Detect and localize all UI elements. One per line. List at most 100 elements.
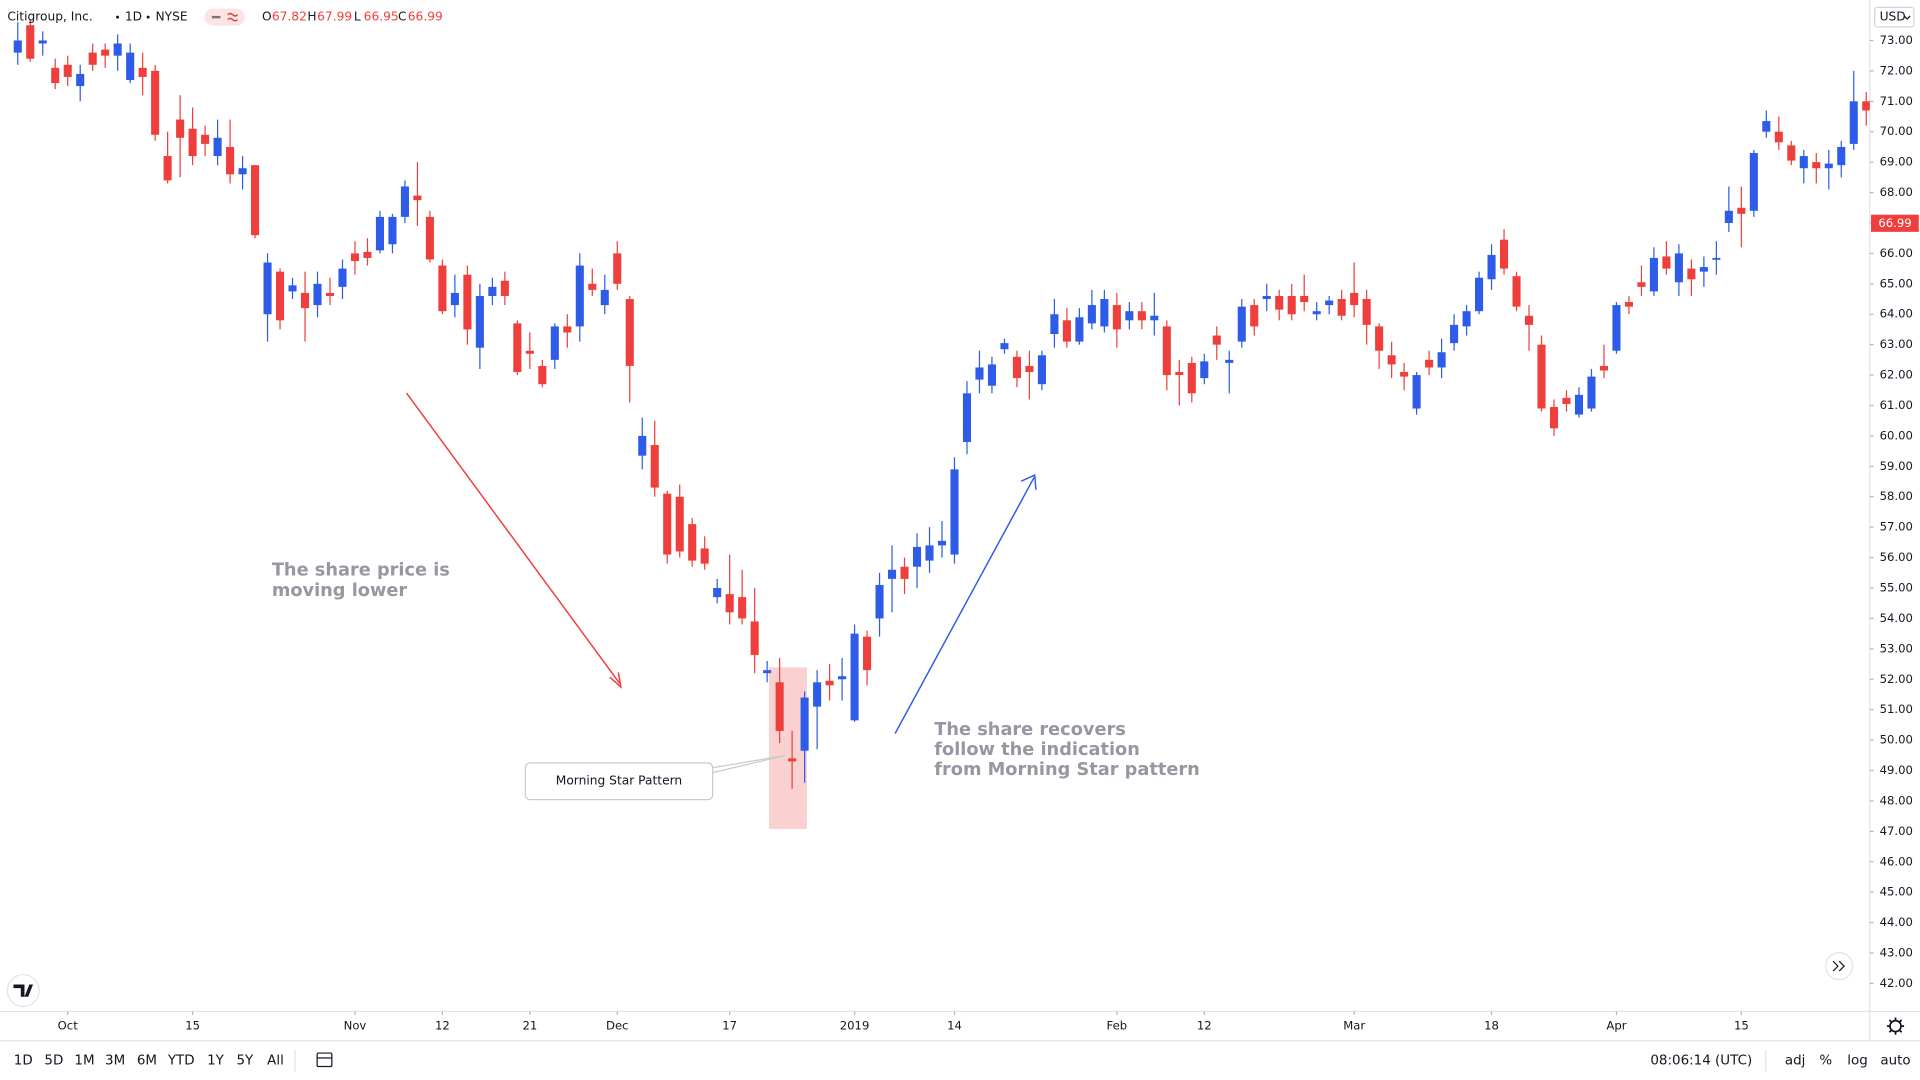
- settings-icon[interactable]: [1889, 1019, 1902, 1033]
- down-arrow: [405, 392, 621, 684]
- candle-body: [625, 299, 634, 366]
- candle-body: [475, 295, 484, 348]
- scroll-circle[interactable]: [1825, 952, 1854, 981]
- candle-body: [1125, 311, 1134, 321]
- candle-body: [1475, 277, 1484, 312]
- candle-body: [1025, 365, 1034, 373]
- scroll-icon: [1832, 960, 1845, 972]
- y-tick-label: 70.00: [1880, 124, 1913, 138]
- candle-body: [538, 365, 547, 385]
- last-price-tag: [1871, 214, 1919, 232]
- status-badge[interactable]: [204, 8, 245, 26]
- candle-body: [900, 566, 909, 579]
- candle-body: [600, 289, 609, 306]
- candle-body: [300, 292, 310, 309]
- candle-body: [550, 326, 559, 360]
- candle-body: [1362, 299, 1371, 325]
- option-button[interactable]: %: [1819, 1053, 1832, 1068]
- candle-body: [1225, 359, 1234, 363]
- y-tick-label: 73.00: [1880, 33, 1913, 47]
- scroll-button[interactable]: [1825, 952, 1854, 981]
- option-button[interactable]: log: [1847, 1053, 1868, 1068]
- candle-body: [1312, 311, 1321, 315]
- logo-mark: [13, 984, 34, 997]
- currency-label: USD: [1880, 10, 1906, 24]
- candle-body: [201, 134, 210, 144]
- callout-line: [712, 754, 786, 769]
- range-button[interactable]: YTD: [167, 1053, 195, 1068]
- candle-body: [975, 367, 984, 380]
- x-tick-label: Oct: [58, 1019, 79, 1033]
- candle-body: [1400, 372, 1409, 377]
- annotation-text: The share recovers: [934, 720, 1126, 740]
- range-button[interactable]: 5D: [44, 1053, 63, 1068]
- candle-body: [813, 682, 822, 707]
- candle-body: [1674, 253, 1683, 283]
- candle-body: [1799, 156, 1808, 169]
- candle-body: [425, 216, 434, 260]
- candle-body: [13, 40, 22, 53]
- candle-body: [1175, 372, 1184, 376]
- candle-body: [1062, 320, 1071, 342]
- y-tick-label: 47.00: [1880, 824, 1913, 838]
- candle-body: [1524, 315, 1534, 325]
- y-tick-label: 50.00: [1880, 733, 1913, 747]
- ohlc-label: C: [398, 10, 407, 24]
- candle-body: [400, 186, 409, 217]
- ohlc-value: 67.82: [272, 10, 307, 24]
- x-tick-label: Feb: [1107, 1019, 1128, 1033]
- range-button[interactable]: 1D: [14, 1053, 33, 1068]
- candle-body: [126, 52, 135, 81]
- y-tick-label: 65.00: [1880, 276, 1913, 290]
- candle-body: [588, 283, 597, 290]
- separator: [116, 15, 120, 19]
- range-button[interactable]: 1M: [74, 1053, 94, 1068]
- badge-icon: [227, 12, 239, 22]
- header: Citigroup, Inc. 1D NYSE: [7, 8, 245, 26]
- candle-body: [1350, 292, 1359, 306]
- candle-body: [76, 73, 85, 87]
- y-tick-label: 63.00: [1880, 337, 1913, 351]
- calendar-button[interactable]: [316, 1052, 333, 1068]
- candle-body: [388, 216, 397, 245]
- x-tick-label: 17: [722, 1019, 737, 1033]
- settings[interactable]: [1886, 1017, 1905, 1035]
- candle-body: [750, 621, 759, 655]
- range-button[interactable]: 3M: [105, 1053, 125, 1068]
- y-tick-label: 64.00: [1880, 307, 1913, 321]
- option-button[interactable]: adj: [1785, 1053, 1806, 1068]
- candle-body: [912, 546, 922, 567]
- candle-body: [1450, 324, 1459, 344]
- exchange[interactable]: NYSE: [156, 10, 188, 24]
- range-button[interactable]: 6M: [137, 1053, 157, 1068]
- candle-body: [1737, 207, 1746, 214]
- candle-body: [113, 43, 122, 56]
- logo[interactable]: [6, 974, 40, 1008]
- candle-body: [1637, 282, 1646, 287]
- candle-body: [1325, 300, 1334, 306]
- callout-text: Morning Star Pattern: [556, 774, 682, 788]
- range-button[interactable]: All: [267, 1053, 284, 1068]
- candle-body: [1537, 344, 1546, 409]
- interval[interactable]: 1D: [125, 10, 142, 24]
- currency[interactable]: USD: [1874, 6, 1915, 28]
- currency-button[interactable]: [1874, 6, 1915, 28]
- calendar-icon[interactable]: [316, 1052, 333, 1068]
- y-tick-label: 55.00: [1880, 580, 1913, 594]
- candle-body: [151, 70, 160, 135]
- arrow-head: [1020, 474, 1037, 490]
- candle-body: [1337, 299, 1346, 316]
- symbol[interactable]: Citigroup, Inc.: [7, 10, 92, 24]
- candle-body: [613, 253, 622, 284]
- range-button[interactable]: 1Y: [207, 1053, 225, 1068]
- candle-body: [675, 496, 684, 552]
- y-tick-label: 43.00: [1880, 946, 1913, 960]
- range-button[interactable]: 5Y: [237, 1053, 255, 1068]
- callout-box: [524, 762, 714, 801]
- candle-body: [1849, 101, 1858, 144]
- option-button[interactable]: auto: [1880, 1053, 1910, 1068]
- x-tick-label: Nov: [344, 1019, 367, 1033]
- candle-body: [563, 326, 572, 333]
- y-tick-label: 69.00: [1880, 155, 1913, 169]
- candle-body: [213, 137, 222, 157]
